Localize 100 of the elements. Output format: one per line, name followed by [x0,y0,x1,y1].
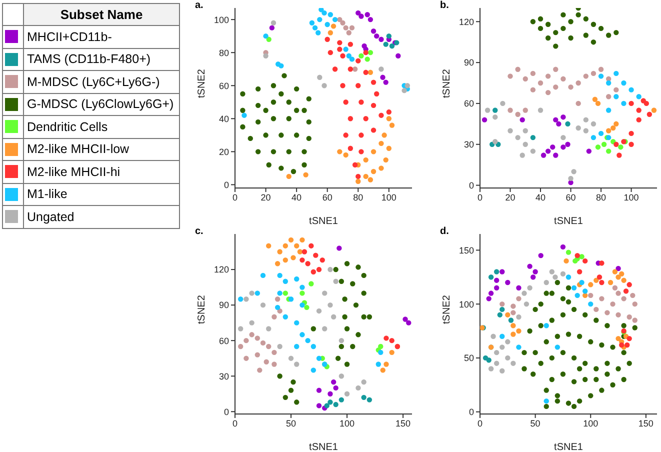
point [606,32,612,38]
point [606,108,612,113]
point [549,355,555,361]
point [290,255,296,260]
point [568,35,574,41]
y-axis-title: tSNE2 [442,68,453,98]
point [574,292,580,298]
point [522,142,528,147]
point [356,58,361,64]
point [549,376,555,382]
x-tick-label: 60 [322,192,332,202]
x-tick-label: 100 [381,192,396,202]
point [277,290,282,296]
point [324,22,330,28]
point [290,168,296,174]
y-axis-title: tSNE2 [442,294,453,324]
point [278,63,284,68]
x-tick-label: 50 [286,418,296,428]
point [598,66,604,72]
point [640,98,646,104]
point [238,344,244,350]
point [544,339,549,344]
point [349,25,355,30]
point [494,269,500,274]
point [614,70,619,76]
point [389,43,395,49]
point [406,320,412,326]
point [482,117,488,122]
point [540,152,546,158]
point [494,350,500,356]
point [302,249,308,254]
point [272,314,277,320]
point [508,318,514,323]
y-tick-label: 100 [458,299,474,310]
point [626,314,632,320]
point [621,296,626,302]
point [524,301,530,307]
point [344,362,350,367]
point [566,400,572,406]
point [520,152,525,158]
point [616,290,621,296]
point [286,100,292,105]
x-axis-title: tSNE1 [554,442,584,452]
point [349,56,355,62]
point [383,157,388,163]
point [599,388,604,393]
point [282,278,288,284]
point [244,356,249,361]
point [320,257,325,263]
point [530,148,536,154]
point [538,252,544,258]
point [616,312,621,318]
point [612,285,618,290]
point [274,261,280,266]
point [294,108,300,113]
x-tick-label: 20 [260,192,271,202]
point [598,26,604,32]
point [628,130,634,136]
point [565,121,570,127]
point [368,16,374,22]
x-tick-label: 60 [566,192,576,202]
point [516,328,522,334]
point [612,269,618,274]
point [492,139,498,144]
point [579,280,584,286]
point [646,112,652,117]
point [560,312,566,318]
point [350,344,356,350]
point [621,323,626,328]
point [553,152,558,158]
point [342,314,348,320]
point [389,122,395,128]
y-axis-title: tSNE2 [196,68,208,98]
point [356,332,361,338]
x-tick-label: 0 [232,418,238,428]
point [500,344,505,350]
point [282,290,288,296]
point [576,80,581,86]
point [364,12,370,18]
chart-title: a. [195,0,204,11]
point [564,258,569,264]
point [260,340,266,346]
point [340,20,346,26]
point [343,100,348,105]
point [538,323,544,328]
point [632,318,638,323]
point [343,25,348,30]
point [358,100,364,105]
point [330,314,336,320]
y-axis-title: tSNE2 [196,294,208,324]
point [582,312,588,318]
point [370,102,376,108]
point [610,125,616,131]
y-tick-label: 40 [218,114,229,124]
point [516,344,522,350]
point [610,344,616,350]
point [594,376,599,382]
point [553,44,558,49]
point [294,344,300,350]
point [554,334,560,339]
